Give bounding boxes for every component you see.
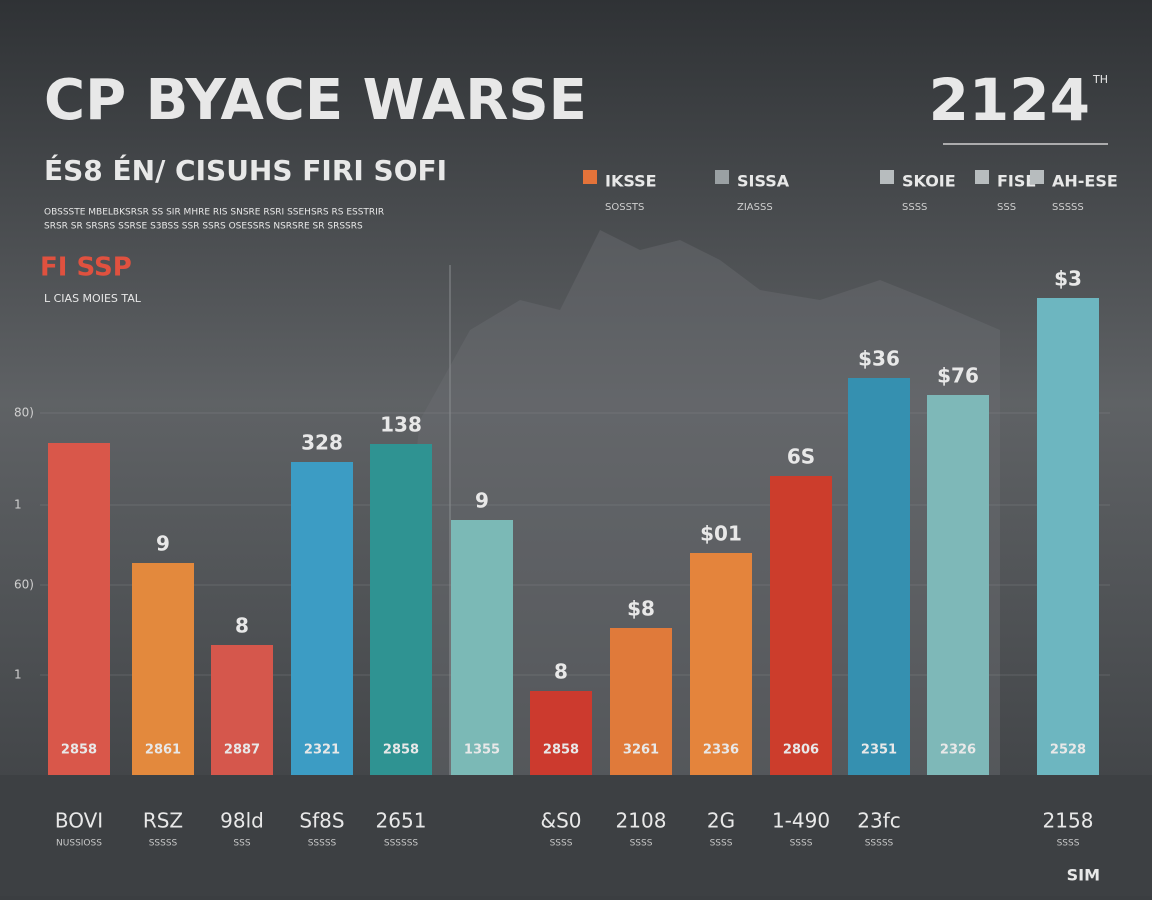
y-tick-label: 60): [14, 578, 34, 592]
x-tick-label: 98ld: [220, 809, 264, 833]
bar: [370, 444, 432, 775]
bar-label: $8: [627, 597, 655, 621]
x-tick-sub: SSSSS: [149, 839, 178, 849]
year: 2124: [929, 66, 1090, 134]
inner-label: 2887: [224, 743, 260, 758]
legend-label: SKOIE: [902, 172, 956, 191]
inner-label: 2351: [861, 743, 897, 758]
x-tick-sub: SSSS: [710, 839, 733, 849]
description: SRSR SR SRSRS SSRSE S3BSS SSR SSRS OSESS…: [44, 222, 363, 232]
inner-label: 2336: [703, 743, 739, 758]
bar: [291, 462, 353, 775]
bar: [848, 378, 910, 775]
legend-sub: SSSS: [902, 202, 927, 213]
x-tick-sub: SSSSS: [865, 839, 894, 849]
bar-label: 6S: [787, 445, 815, 469]
x-tick-label: 2651: [376, 809, 427, 833]
legend-sub: SOSSTS: [605, 202, 644, 213]
legend-sub: SSSSS: [1052, 202, 1084, 213]
inner-label: 2861: [145, 743, 181, 758]
bar-label: 9: [475, 489, 489, 513]
x-tick-sub: SSSSS: [308, 839, 337, 849]
inner-label: 2806: [783, 743, 819, 758]
x-tick-sub: SSS: [233, 839, 250, 849]
legend-label: IKSSE: [605, 172, 657, 191]
x-tick-label: 1-490: [772, 809, 830, 833]
bar-label: 9: [156, 532, 170, 556]
mountains: [380, 230, 1000, 780]
title: CP BYACE WARSE: [44, 68, 587, 133]
bar: [451, 520, 513, 775]
year-suffix: TH: [1092, 73, 1108, 86]
x-tick-sub: SSSS: [630, 839, 653, 849]
bar-label: $3: [1054, 267, 1082, 291]
bar: [610, 628, 672, 775]
inner-label: 1355: [464, 743, 500, 758]
inner-label: 2858: [543, 743, 579, 758]
bar-label: 328: [301, 431, 343, 455]
legend-sub: SSS: [997, 202, 1016, 213]
description: OBSSSTE MBELBKSRSR SS SIR MHRE RIS SNSRE…: [44, 208, 384, 218]
bar: [48, 443, 110, 775]
y-tick-label: 1: [14, 668, 22, 682]
inner-label: 2858: [61, 743, 97, 758]
legend-label: AH-ESE: [1052, 172, 1118, 191]
inner-label: 2528: [1050, 743, 1086, 758]
x-tick-sub: NUSSIOSS: [56, 839, 102, 849]
x-tick-sub: SSSS: [1057, 839, 1080, 849]
legend-label: FISE: [997, 172, 1036, 191]
bar: [770, 476, 832, 775]
bar-label: $01: [700, 522, 742, 546]
x-tick-label: Sf8S: [299, 809, 344, 833]
x-tick-label: 2158: [1043, 809, 1094, 833]
inner-label: 2321: [304, 743, 340, 758]
x-tick-label: 2G: [707, 809, 735, 833]
bar-label: $36: [858, 347, 900, 371]
bar: [1037, 298, 1099, 775]
legend-swatch: [880, 170, 894, 184]
x-tick-sub: SSSS: [790, 839, 813, 849]
bar-label: $76: [937, 364, 979, 388]
subtitle: ÉS8 ÉN/ CISUHS FIRI SOFI: [44, 153, 447, 187]
inner-label: 2326: [940, 743, 976, 758]
bar: [211, 645, 273, 775]
legend-label: SISSA: [737, 172, 790, 191]
bar-label: 8: [554, 660, 568, 684]
x-tick-sub: SSSS: [550, 839, 573, 849]
section-label: FI SSP: [40, 253, 132, 283]
y-tick-label: 80): [14, 406, 34, 420]
bar-label: 8: [235, 614, 249, 638]
x-tick-label: RSZ: [143, 809, 183, 833]
x-tick-label: &S0: [540, 809, 581, 833]
section-sub: L CIAS MOIES TAL: [44, 292, 142, 305]
bar: [132, 563, 194, 775]
legend-swatch: [1030, 170, 1044, 184]
legend-swatch: [583, 170, 597, 184]
bar: [927, 395, 989, 775]
legend-swatch: [975, 170, 989, 184]
x-tick-label: 23fc: [857, 809, 901, 833]
legend-sub: ZIASSS: [737, 202, 773, 213]
y-tick-label: 1: [14, 498, 22, 512]
corner-mark: SIM: [1067, 866, 1100, 885]
x-tick-sub: SSSSSS: [384, 839, 419, 849]
bar: [530, 691, 592, 775]
x-tick-label: 2108: [616, 809, 667, 833]
bar: [690, 553, 752, 775]
x-tick-label: BOVI: [55, 809, 103, 833]
inner-label: 2858: [383, 743, 419, 758]
inner-label: 3261: [623, 743, 659, 758]
bar-label: 138: [380, 413, 422, 437]
floor: [0, 775, 1152, 896]
legend-swatch: [715, 170, 729, 184]
